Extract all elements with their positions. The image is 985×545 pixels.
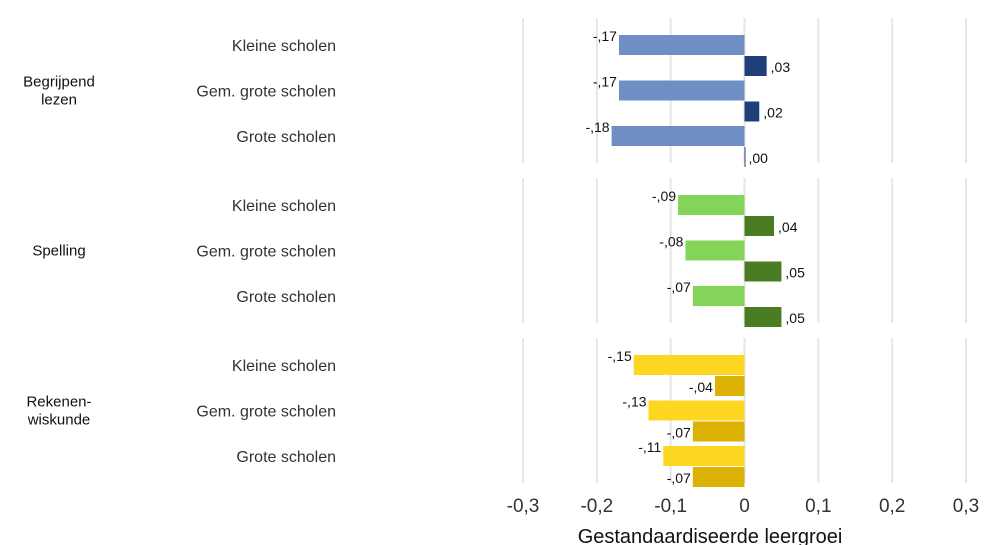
bar-dark-label: ,05 [785, 265, 805, 281]
group-label: Spelling [32, 243, 85, 260]
group-label-line: Rekenen- [26, 394, 91, 411]
bar-light [663, 446, 745, 466]
group-label-line: wiskunde [27, 412, 91, 429]
bar-light-label: -,11 [638, 439, 661, 455]
x-tick-label: -0,3 [507, 496, 540, 517]
x-tick-label: 0,1 [805, 496, 831, 517]
bar-dark [714, 376, 745, 396]
category-label: Grote scholen [236, 289, 336, 306]
bar-dark [744, 307, 782, 327]
bar-dark-label: -,07 [667, 425, 691, 441]
category-label: Grote scholen [236, 449, 336, 466]
bar-light-label: -,08 [659, 234, 683, 250]
bar-dark-label: ,02 [763, 105, 783, 121]
bar-dark [744, 261, 782, 282]
group-label-line: Begrijpend [23, 74, 95, 91]
category-label: Kleine scholen [232, 358, 336, 375]
category-label: Grote scholen [236, 129, 336, 146]
group-label: Rekenen-wiskunde [26, 394, 91, 429]
category-label: Kleine scholen [232, 198, 336, 215]
bar-light-label: -,17 [593, 74, 617, 90]
group-label: Begrijpend lezen [23, 74, 95, 109]
bar-dark [744, 101, 760, 122]
bar-dark [744, 56, 767, 76]
bar-light [618, 35, 745, 55]
bar-dark [692, 467, 745, 487]
bar-dark [744, 216, 775, 236]
bar-dark-label: -,07 [667, 470, 691, 486]
bar-dark [744, 147, 746, 167]
x-tick-label: 0 [739, 496, 750, 517]
group-label-line: lezen [41, 92, 77, 109]
bar-light [692, 286, 745, 306]
bar-light-label: -,07 [667, 279, 691, 295]
bar-dark [692, 421, 745, 442]
bar-dark-label: ,00 [749, 150, 769, 166]
bar-light [685, 240, 745, 261]
bar-light-label: -,18 [585, 119, 609, 135]
bar-light [633, 355, 745, 375]
group-label-line: Spelling [32, 243, 85, 260]
bar-dark-label: -,04 [689, 379, 713, 395]
category-label: Gem. grote scholen [196, 84, 336, 101]
bar-light-label: -,15 [608, 348, 632, 364]
x-axis-label: Gestandaardiseerde leergroei [578, 526, 843, 545]
bar-light-label: -,09 [652, 188, 676, 204]
bar-light [611, 126, 745, 146]
bar-dark-label: ,05 [785, 310, 805, 326]
bar-light [648, 400, 745, 421]
bar-light-label: -,13 [622, 394, 646, 410]
bar-light [678, 195, 745, 215]
x-tick-label: -0,2 [580, 496, 613, 517]
bar-dark-label: ,03 [771, 59, 791, 75]
x-tick-label: 0,3 [953, 496, 979, 517]
category-label: Gem. grote scholen [196, 244, 336, 261]
bar-dark-label: ,04 [778, 219, 798, 235]
category-label: Gem. grote scholen [196, 404, 336, 421]
x-tick-label: 0,2 [879, 496, 905, 517]
bar-light [618, 80, 745, 101]
category-label: Kleine scholen [232, 38, 336, 55]
x-tick-label: -0,1 [654, 496, 687, 517]
bar-light-label: -,17 [593, 28, 617, 44]
